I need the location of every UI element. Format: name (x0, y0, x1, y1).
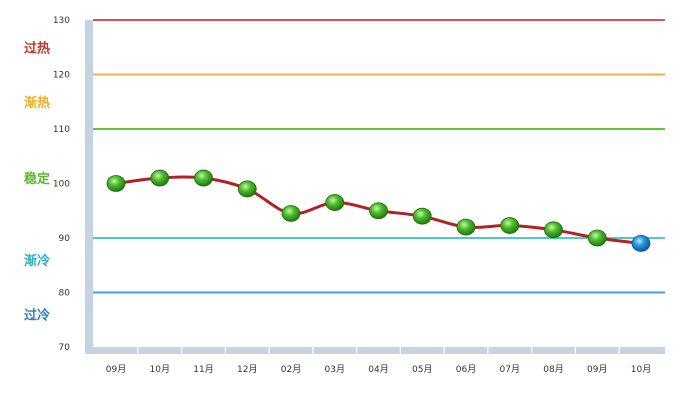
data-point (412, 207, 432, 225)
data-point (587, 229, 607, 247)
y-tick-label: 110 (53, 125, 70, 135)
y-tick-labels: 70 80 90 100 110 120 130 (53, 16, 70, 353)
data-point (106, 175, 126, 192)
threshold-lines (93, 19, 665, 294)
data-point (500, 217, 520, 234)
x-tick-label: 07月 (500, 364, 520, 375)
x-tick-label: 08月 (543, 364, 563, 375)
data-point (237, 180, 257, 198)
zone-label: 稳定 (24, 171, 50, 187)
x-tick-label: 09月 (587, 364, 607, 375)
data-point (544, 221, 563, 239)
x-tick-label: 09月 (106, 364, 126, 375)
data-point (281, 205, 301, 222)
x-tick-label: 10月 (150, 364, 170, 375)
data-points (106, 169, 651, 252)
zone-label: 渐热 (24, 95, 50, 111)
zone-label: 过冷 (24, 307, 50, 323)
y-tick-label: 80 (59, 289, 71, 299)
data-point (194, 169, 213, 187)
y-tick-label: 100 (53, 180, 70, 190)
zone-label: 过热 (24, 40, 50, 56)
x-tick-label: 02月 (281, 364, 301, 375)
data-point (369, 202, 388, 220)
x-tick-label: 05月 (412, 364, 432, 375)
x-tick-label: 04月 (368, 364, 388, 375)
data-point (325, 194, 345, 211)
x-tick-label: 11月 (193, 364, 213, 375)
zone-label: 渐冷 (24, 253, 50, 269)
y-axis-bar (85, 20, 93, 350)
y-tick-label: 130 (53, 16, 70, 26)
data-point (150, 169, 170, 187)
y-tick-label: 90 (59, 234, 71, 244)
data-point (631, 235, 651, 252)
x-tick-label: 10月 (631, 364, 651, 375)
x-tick-label: 03月 (325, 364, 345, 375)
y-tick-label: 70 (59, 343, 71, 353)
x-axis-bar (85, 347, 665, 354)
x-tick-label: 06月 (456, 364, 476, 375)
y-tick-label: 120 (53, 71, 70, 81)
data-point (456, 218, 476, 236)
x-tick-label: 12月 (237, 364, 257, 375)
x-tick-labels: 09月 10月 11月 12月 02月 03月 04月 05月 06月 07月 08月 09月 10月 (106, 347, 651, 375)
